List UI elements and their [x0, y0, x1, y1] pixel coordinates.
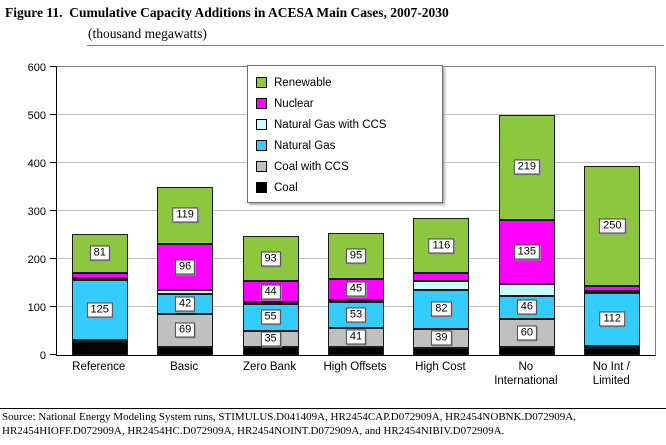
x-axis: Reference Basic Zero Bank High Offsets High …: [56, 360, 656, 394]
data-label: 219: [513, 159, 541, 175]
data-label: 41: [345, 329, 367, 345]
axis-tick: [50, 114, 56, 115]
bar-segment: [584, 347, 641, 355]
data-label: 53: [345, 307, 367, 323]
bar-segment: [584, 290, 641, 293]
axis-tick: [50, 66, 56, 67]
data-label: 81: [89, 245, 110, 261]
axis-tick: [50, 210, 56, 211]
legend-label: Coal: [274, 181, 298, 194]
data-label: 42: [175, 296, 196, 312]
legend-label: Renewable: [274, 76, 332, 89]
x-axis-label: High Offsets: [323, 361, 387, 373]
bar-segment: [498, 347, 555, 355]
bar-segment: [71, 341, 128, 355]
legend-swatch: [256, 98, 267, 109]
bar-segment: [413, 289, 470, 330]
legend-label: Natural Gas: [274, 139, 336, 152]
data-label: 250: [599, 218, 626, 234]
legend-item: Natural Gas with CCS: [256, 114, 438, 135]
x-axis-label: High Cost: [415, 361, 466, 373]
y-tick-label: 500: [27, 110, 46, 122]
axis-tick: [50, 162, 56, 163]
legend-item: Nuclear: [256, 93, 438, 114]
legend-swatch: [256, 119, 267, 130]
y-tick-label: 0: [39, 350, 46, 362]
bar-segment: [242, 347, 299, 355]
bar-segment: [242, 302, 299, 305]
bar-segment: [413, 273, 470, 282]
data-label: 46: [516, 299, 537, 315]
data-label: 95: [345, 248, 367, 264]
legend-label: Coal with CCS: [274, 160, 349, 173]
axis-tick: [50, 354, 56, 355]
x-axis-label: No International: [494, 361, 558, 387]
data-label: 93: [260, 251, 281, 267]
bar-segment: [498, 284, 555, 297]
legend-label: Natural Gas with CCS: [274, 118, 387, 131]
legend-item: Coal: [256, 177, 438, 198]
x-axis-label: No Int / Limited: [592, 361, 630, 387]
legend-item: Coal with CCS: [256, 156, 438, 177]
bar-segment: [328, 300, 384, 303]
data-label: 45: [345, 281, 367, 297]
data-label: 55: [260, 309, 281, 325]
source-note: Source: National Energy Modeling System …: [0, 408, 666, 438]
legend-swatch: [256, 77, 267, 88]
y-tick-label: 300: [27, 206, 46, 218]
data-label: 119: [172, 207, 198, 223]
bar-segment: [413, 281, 470, 290]
legend-swatch: [256, 182, 267, 193]
legend-swatch: [256, 161, 267, 172]
x-axis-label: Basic: [170, 361, 199, 373]
legend-swatch: [256, 140, 267, 151]
data-label: 44: [260, 284, 281, 300]
bar-segment: [584, 286, 641, 291]
x-axis-label: Zero Bank: [243, 361, 297, 373]
axis-tick: [50, 306, 56, 307]
bar-segment: [413, 217, 470, 274]
bar-segment: [413, 347, 470, 355]
data-label: 116: [428, 238, 455, 254]
data-label: 69: [175, 322, 196, 338]
data-label: 39: [431, 330, 452, 346]
bar-segment: [328, 347, 384, 355]
bar-segment: [71, 278, 128, 281]
gridline: [57, 210, 655, 211]
data-label: 60: [516, 325, 537, 341]
bar-segment: [157, 346, 214, 355]
y-axis-labels: 0 100 200 300 400 500 600: [0, 62, 50, 362]
y-tick-label: 100: [27, 302, 46, 314]
figure-title: Figure 11. Cumulative Capacity Additions…: [5, 5, 449, 20]
x-axis-label: Reference: [72, 361, 126, 373]
y-tick-label: 600: [27, 62, 46, 74]
bar-segment: [157, 289, 214, 294]
bar-segment: [71, 272, 128, 279]
figure-subtitle: (thousand megawatts): [88, 26, 207, 41]
data-label: 35: [260, 331, 281, 347]
bar-segment: [498, 219, 555, 285]
bar-segment: [584, 292, 641, 347]
legend-items: Renewable Nuclear Natural Gas with CCS Natu…: [256, 72, 438, 198]
legend-item: Renewable: [256, 72, 438, 93]
data-label: 82: [431, 301, 452, 317]
legend: Renewable Nuclear Natural Gas with CCS Natu…: [247, 65, 443, 203]
legend-item: Natural Gas: [256, 135, 438, 156]
header-rule: [87, 45, 664, 46]
source-line-2: HR2454HIOFF.D072909A, HR2454HC.D072909A,…: [2, 424, 505, 437]
plot-area: Renewable Nuclear Natural Gas with CCS Natu…: [50, 65, 656, 356]
y-tick-label: 400: [27, 158, 46, 170]
y-tick-label: 200: [27, 254, 46, 266]
data-label: 135: [513, 244, 541, 260]
data-label: 112: [599, 311, 626, 327]
legend-label: Nuclear: [274, 97, 314, 110]
axis-tick: [50, 258, 56, 259]
data-label: 125: [86, 302, 113, 318]
data-label: 96: [175, 259, 196, 275]
source-line-1: Source: National Energy Modeling System …: [2, 411, 576, 423]
